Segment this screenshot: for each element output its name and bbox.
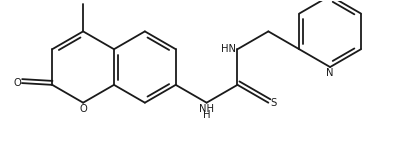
Text: N: N xyxy=(326,68,334,78)
Text: NH: NH xyxy=(199,104,214,114)
Text: H: H xyxy=(203,110,210,120)
Text: HN: HN xyxy=(222,44,237,54)
Text: O: O xyxy=(13,78,21,88)
Text: S: S xyxy=(270,98,277,108)
Text: O: O xyxy=(79,104,87,114)
